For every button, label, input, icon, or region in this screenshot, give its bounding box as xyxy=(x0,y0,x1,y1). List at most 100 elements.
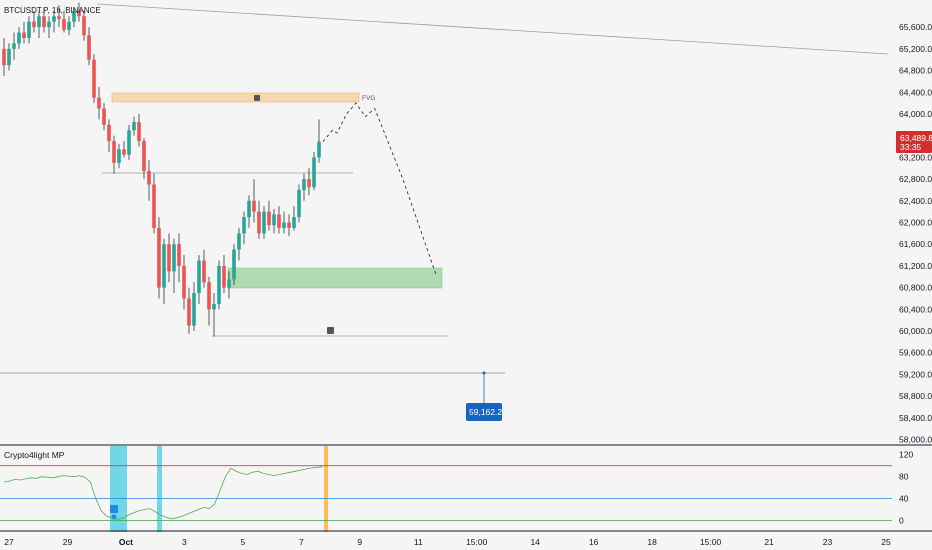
time-tick-label: 25 xyxy=(881,537,891,547)
time-tick-label: 16 xyxy=(589,537,599,547)
time-tick-label: 5 xyxy=(240,537,245,547)
price-tick-label: 58,400.0 xyxy=(899,413,932,423)
candle-body xyxy=(202,260,206,283)
candle-body xyxy=(242,217,246,234)
candle-body xyxy=(117,149,121,163)
price-tick-label: 60,800.0 xyxy=(899,283,932,293)
price-tick-label: 61,600.0 xyxy=(899,239,932,249)
candle-body xyxy=(132,122,136,131)
price-tick-label: 65,600.0 xyxy=(899,22,932,32)
candle-body xyxy=(62,18,66,30)
oscillator-line xyxy=(3,466,323,520)
candle-body xyxy=(127,130,131,155)
level-checkbox-icon[interactable] xyxy=(327,327,334,334)
candle-body xyxy=(227,279,231,288)
candle-body xyxy=(257,211,261,234)
candle-body xyxy=(2,48,6,66)
oscillator-levels xyxy=(0,465,892,521)
price-tick-label: 64,000.0 xyxy=(899,109,932,119)
target-price-tag[interactable]: 59,162.2 xyxy=(466,403,502,421)
indicator-name: Crypto4light MP xyxy=(4,450,65,460)
candle-body xyxy=(312,157,316,188)
candle-body xyxy=(222,265,226,288)
price-tick-label: 64,800.0 xyxy=(899,66,932,76)
price-tick-label: 64,400.0 xyxy=(899,87,932,97)
candle-body xyxy=(107,124,111,142)
price-tick-label: 58,800.0 xyxy=(899,391,932,401)
price-tick-label: 60,000.0 xyxy=(899,326,932,336)
oscillator-tick-label: 0 xyxy=(899,516,904,526)
candle-body xyxy=(232,249,236,280)
time-tick-label: 23 xyxy=(823,537,833,547)
candle-body xyxy=(17,32,21,44)
candle-body xyxy=(77,10,81,17)
countdown-value: 33:35 xyxy=(900,142,922,152)
candle-body xyxy=(207,282,211,310)
price-tick-label: 62,800.0 xyxy=(899,174,932,184)
price-tick-label: 59,200.0 xyxy=(899,369,932,379)
candle-body xyxy=(47,21,51,28)
candle-body xyxy=(307,179,311,188)
candle-body xyxy=(142,141,146,171)
candle-body xyxy=(82,16,86,36)
price-tick-label: 63,200.0 xyxy=(899,152,932,162)
candle-body xyxy=(237,233,241,250)
candle-body xyxy=(247,200,251,218)
current-price-tag: 63,489.8 33:35 xyxy=(896,131,932,153)
candle-body xyxy=(157,227,161,288)
time-tick-label: 21 xyxy=(764,537,774,547)
candle-body xyxy=(282,222,286,228)
candle-body xyxy=(292,217,296,228)
candle-body xyxy=(122,149,126,155)
candle-body xyxy=(12,43,16,49)
candle-body xyxy=(37,16,41,28)
time-tick-label: 15:00 xyxy=(466,537,488,547)
candles-group xyxy=(2,2,321,337)
candle-body xyxy=(287,222,291,228)
candle-body xyxy=(297,189,301,218)
candle-body xyxy=(262,211,266,234)
target-anchor-icon[interactable] xyxy=(482,371,486,375)
candle-body xyxy=(92,59,96,98)
candle-body xyxy=(137,122,141,142)
candle-body xyxy=(112,141,116,163)
candle-body xyxy=(72,10,76,22)
oscillator-tick-label: 80 xyxy=(899,472,909,482)
candle-body xyxy=(147,170,151,185)
target-price-value: 59,162.2 xyxy=(469,407,502,417)
time-tick-label: 18 xyxy=(647,537,657,547)
time-tick-label: 11 xyxy=(414,537,423,547)
price-axis[interactable]: 65,600.0 65,200.0 64,800.0 64,400.0 64,000.0… xyxy=(899,22,932,444)
candle-body xyxy=(42,16,46,28)
candle-body xyxy=(152,184,156,228)
osc-signal-dot-icon xyxy=(111,514,117,520)
candle-body xyxy=(277,214,281,228)
candle-body xyxy=(172,244,176,272)
candle-body xyxy=(102,108,106,125)
time-tick-label: Oct xyxy=(119,537,133,547)
candle-body xyxy=(187,298,191,326)
candle-body xyxy=(192,293,196,326)
candle-body xyxy=(212,303,216,310)
price-tick-label: 62,400.0 xyxy=(899,196,932,206)
candle-body xyxy=(252,200,256,212)
price-tick-label: 61,200.0 xyxy=(899,261,932,271)
oscillator-axis[interactable]: 120 80 40 0 xyxy=(899,450,913,526)
time-tick-label: 3 xyxy=(182,537,187,547)
projection-path[interactable] xyxy=(322,102,437,275)
time-axis[interactable]: 27 29 Oct 3 5 7 9 11 15:00 14 16 18 15:00 21 23 25 xyxy=(4,537,891,547)
candle-body xyxy=(217,265,221,304)
candle-body xyxy=(302,179,306,190)
current-price-value: 63,489.8 xyxy=(900,133,932,143)
candle-body xyxy=(177,244,181,266)
trend-line[interactable] xyxy=(96,3,889,55)
fvg-checkbox-icon[interactable] xyxy=(254,95,260,101)
candle-body xyxy=(182,265,186,299)
candle-body xyxy=(317,141,321,158)
oscillator-tick-label: 120 xyxy=(899,450,913,460)
candle-body xyxy=(167,244,171,272)
candle-body xyxy=(27,21,31,38)
time-tick-label: 29 xyxy=(63,537,73,547)
